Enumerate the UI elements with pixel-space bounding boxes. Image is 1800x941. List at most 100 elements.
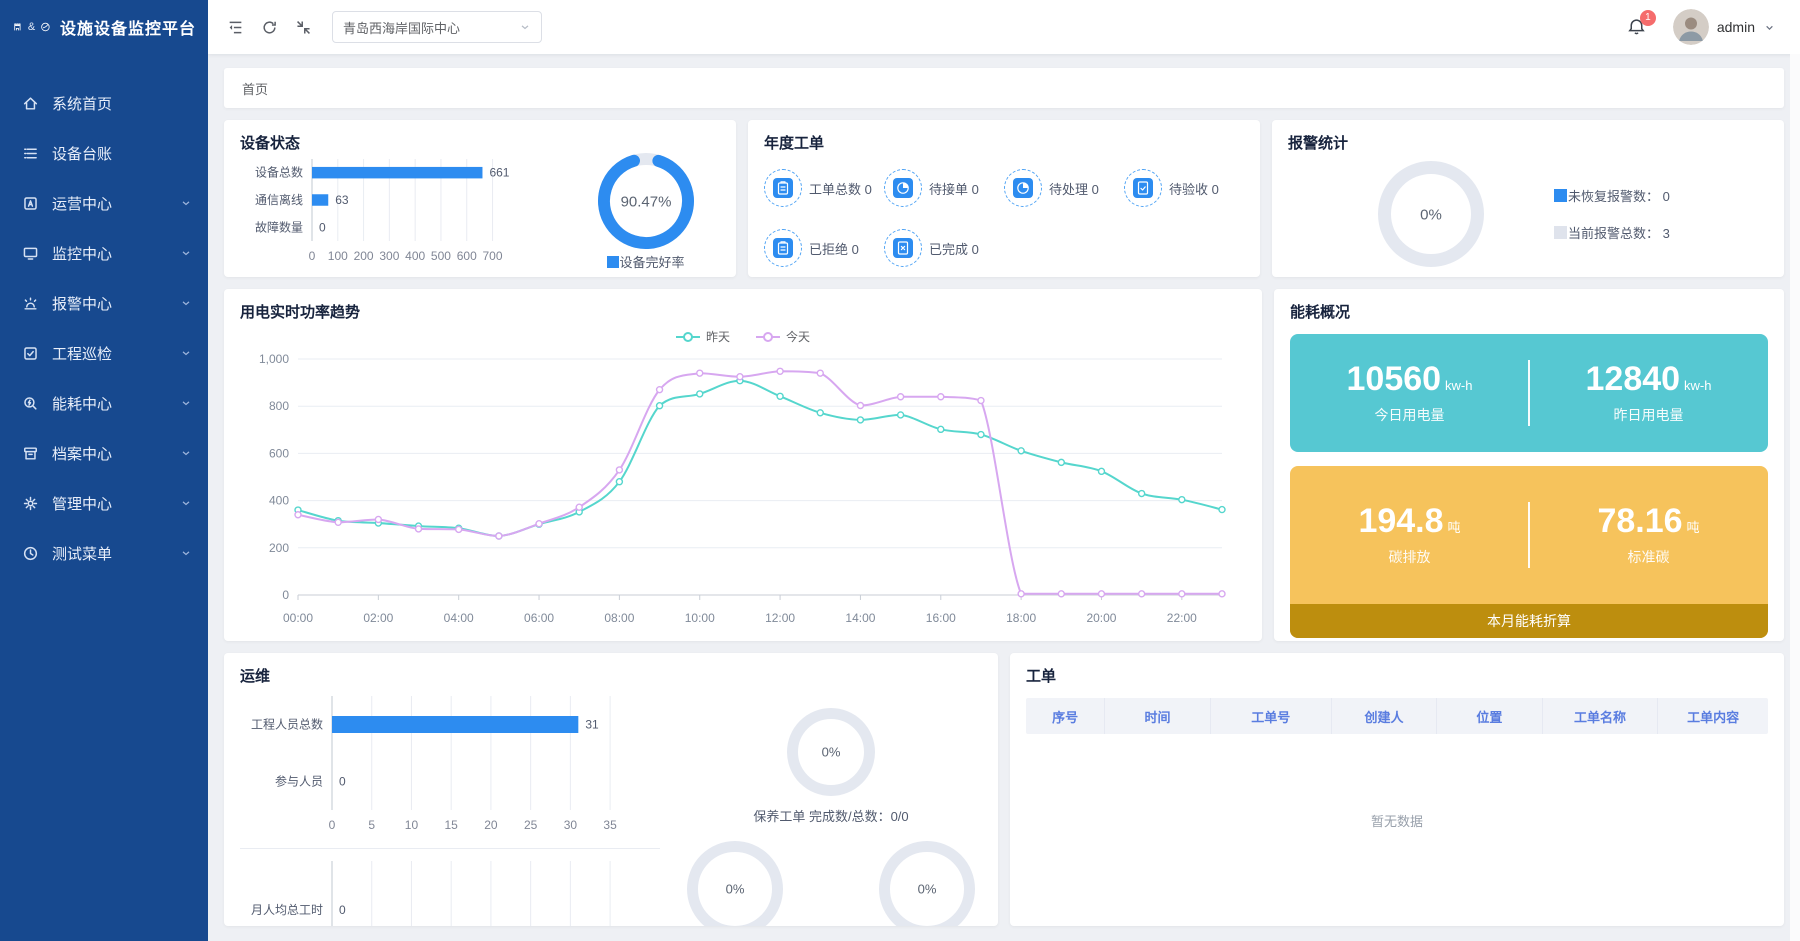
order-stat-label: 待验收 0	[1169, 181, 1219, 197]
legend-swatch	[1554, 189, 1567, 202]
sidebar-item-monitor[interactable]: 监控中心	[0, 228, 208, 278]
legend-swatch	[607, 255, 620, 268]
sidebar-item-operations[interactable]: 运营中心	[0, 178, 208, 228]
order-stat-value: 0	[971, 181, 979, 197]
svg-text:0: 0	[329, 818, 336, 832]
yesterday-usage-value: 12840	[1585, 359, 1681, 398]
alarm-legend-item[interactable]: 当前报警总数： 3	[1554, 223, 1670, 242]
svg-text:100: 100	[328, 249, 348, 263]
device-health-legend[interactable]: 设备完好率	[607, 252, 685, 271]
clipboard-icon	[773, 178, 793, 198]
sidebar-item-label: 管理中心	[52, 495, 113, 513]
svg-text:月人均总工时: 月人均总工时	[251, 903, 323, 917]
dashed-ring	[1004, 169, 1042, 207]
sidebar-item-home[interactable]: 系统首页	[0, 78, 208, 128]
app-title: 设施设备监控平台	[59, 21, 196, 38]
alarm-legend-item[interactable]: 未恢复报警数： 0	[1554, 186, 1670, 205]
svg-text:400: 400	[405, 249, 425, 263]
column-header-4: 创建人	[1332, 698, 1438, 734]
line-chart-legend: 昨天 今天	[240, 328, 1246, 345]
svg-text:0: 0	[309, 249, 316, 263]
order-stat-value: 0	[864, 181, 872, 197]
order-stat-item: 待处理 0	[1004, 169, 1124, 207]
std-carbon-unit: 吨	[1686, 519, 1700, 535]
settings-icon	[22, 495, 39, 512]
card-title: 用电实时功率趋势	[240, 304, 361, 321]
svg-text:600: 600	[269, 446, 289, 460]
svg-text:200: 200	[269, 541, 289, 555]
svg-text:0: 0	[339, 775, 346, 789]
maintenance-donut: 0%	[787, 708, 875, 796]
device-health-donut: 90.47%	[598, 153, 694, 249]
user-menu[interactable]: admin	[1672, 9, 1776, 45]
chevron-down-icon	[521, 25, 529, 30]
svg-text:08:00: 08:00	[604, 611, 634, 625]
svg-text:工程人员总数: 工程人员总数	[251, 717, 323, 732]
alarm-legend-label: 当前报警总数： 3	[1568, 226, 1670, 241]
svg-text:14:00: 14:00	[845, 611, 875, 625]
refresh-icon[interactable]	[252, 12, 286, 42]
legend-item-昨天[interactable]: 昨天	[675, 328, 730, 345]
svg-text:0: 0	[339, 903, 346, 917]
sidebar-item-label: 设备台账	[52, 145, 113, 163]
chevron-down-icon	[180, 447, 192, 459]
alarm-stats-card: 报警统计 0% 未恢复报警数： 0 当前报警总数： 3	[1272, 120, 1784, 277]
today-usage-label: 今日用电量	[1374, 406, 1445, 423]
legend-marker	[756, 331, 780, 342]
breadcrumb[interactable]: 首页	[224, 68, 1784, 108]
sidebar-item-alarm[interactable]: 报警中心	[0, 278, 208, 328]
svg-text:12:00: 12:00	[765, 611, 795, 625]
sidebar-item-inspection[interactable]: 工程巡检	[0, 328, 208, 378]
svg-text:31: 31	[585, 718, 599, 732]
svg-text:63: 63	[335, 193, 349, 207]
svg-text:661: 661	[489, 166, 509, 180]
column-header-1: 序号	[1026, 698, 1106, 734]
device-status-bar-chart: 0 100 200 300 400 500 600 700 设备总数 661 通信离线 63 故障数量 0	[255, 159, 510, 263]
order-stat-item: 待接单 0	[884, 169, 1004, 207]
chevron-down-icon	[180, 497, 192, 509]
sidebar-item-settings[interactable]: 管理中心	[0, 478, 208, 528]
project-select[interactable]: 青岛西海岸国际中心	[332, 11, 542, 43]
bottom-donut-2: 0%	[879, 841, 975, 926]
sidebar-item-label: 报警中心	[52, 295, 113, 313]
svg-text:10:00: 10:00	[685, 611, 715, 625]
sidebar-item-energy[interactable]: 能耗中心	[0, 378, 208, 428]
legend-label: 今天	[786, 330, 811, 344]
svg-text:20:00: 20:00	[1086, 611, 1116, 625]
order-stat-item: 已完成 0	[884, 229, 1004, 267]
collapse-menu-icon[interactable]	[218, 12, 252, 42]
sidebar-item-label: 运营中心	[52, 195, 113, 213]
order-stat-label: 待接单 0	[929, 181, 979, 197]
svg-text:0%: 0%	[726, 882, 745, 897]
scrollbar-track[interactable]	[1790, 54, 1800, 941]
svg-text:0: 0	[282, 588, 289, 602]
notification-bell-icon[interactable]: 1	[1626, 9, 1656, 38]
operations-charts: 0 5 10 15 20 25 30 35 工程人员总数 31 参与人员 0 月人均总工时 0	[240, 690, 680, 926]
sidebar-item-label: 工程巡检	[52, 345, 113, 363]
svg-text:300: 300	[379, 249, 399, 263]
legend-item-今天[interactable]: 今天	[756, 328, 810, 345]
sidebar-item-ledger[interactable]: 设备台账	[0, 128, 208, 178]
carbon-value: 194.8	[1358, 501, 1444, 540]
order-stat-label: 已拒绝 0	[809, 241, 859, 257]
fullscreen-icon[interactable]	[286, 12, 320, 42]
pie-icon	[1013, 178, 1033, 198]
legend-marker	[675, 331, 700, 342]
chevron-down-icon	[180, 247, 192, 259]
divider	[240, 848, 660, 849]
column-header-3: 工单号	[1211, 698, 1332, 734]
sidebar-item-archive[interactable]: 档案中心	[0, 428, 208, 478]
today-usage: 10560 kw-h 今日用电量	[1290, 334, 1529, 452]
legend-swatch	[1554, 226, 1567, 239]
order-stat-item: 已拒绝 0	[764, 229, 884, 267]
svg-text:0%: 0%	[1420, 206, 1442, 223]
sidebar-item-label: 系统首页	[52, 95, 113, 113]
alarm-legend-label: 未恢复报警数： 0	[1568, 189, 1670, 204]
card-title: 工单	[1026, 668, 1057, 685]
sidebar-item-test[interactable]: 测试菜单	[0, 528, 208, 578]
device-status-card: 设备状态 0 100 200 300 400 500 600 700 设备总数 661 通信离线 63…	[224, 120, 736, 277]
avatar	[1672, 9, 1709, 45]
logo-ampersand: &	[27, 21, 36, 33]
dashed-ring	[1124, 169, 1162, 207]
svg-text:故障数量: 故障数量	[255, 219, 303, 234]
